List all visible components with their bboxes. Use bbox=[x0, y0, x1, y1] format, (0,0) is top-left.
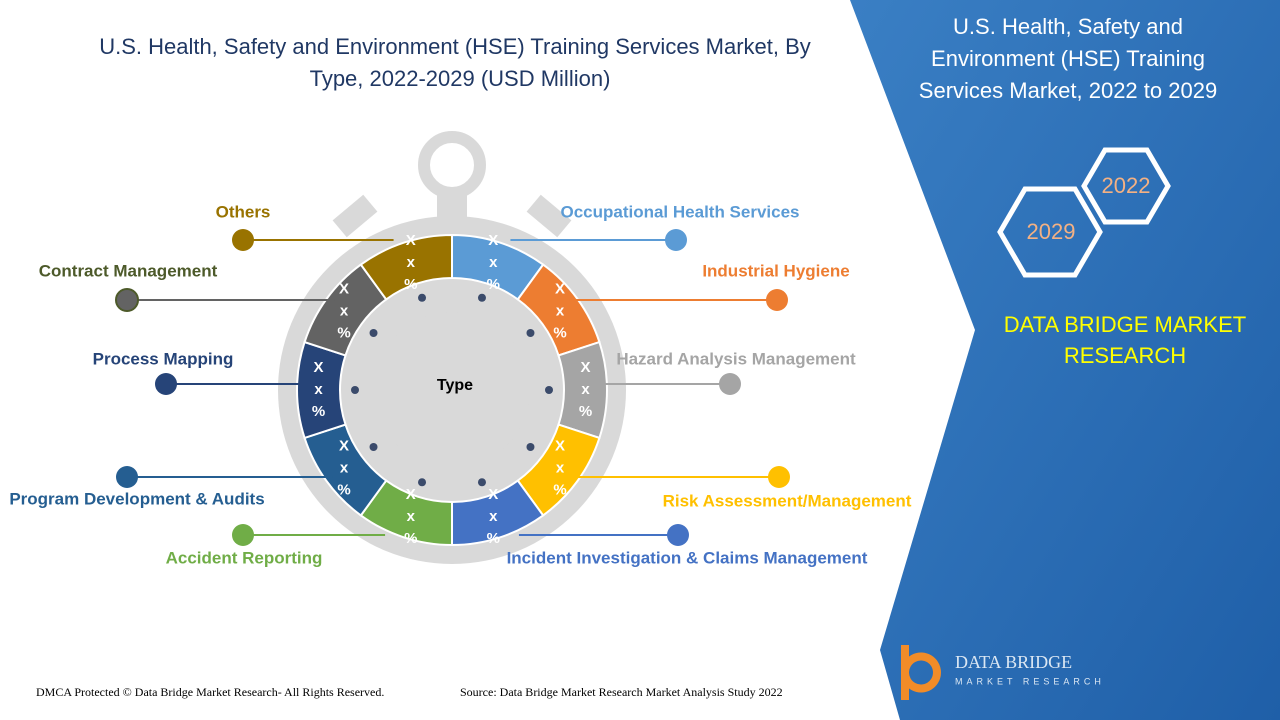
label-dot bbox=[232, 229, 254, 251]
logo-tagline: MARKET RESEARCH bbox=[955, 676, 1105, 686]
sidebar-title: U.S. Health, Safety and bbox=[953, 14, 1183, 39]
segment-text: X bbox=[339, 280, 349, 297]
source: Source: Data Bridge Market Research Mark… bbox=[460, 685, 783, 699]
segment-text: % bbox=[553, 324, 566, 341]
sidebar-title: Services Market, 2022 to 2029 bbox=[919, 78, 1217, 103]
segment-text: % bbox=[553, 481, 566, 498]
segment-text: x bbox=[489, 508, 498, 525]
segment-text: % bbox=[404, 530, 417, 547]
dot bbox=[351, 386, 359, 394]
segment-label: Risk Assessment/Management bbox=[663, 491, 912, 510]
dot bbox=[477, 293, 486, 302]
hexagon bbox=[1081, 147, 1171, 225]
dot bbox=[545, 386, 553, 394]
label-dot bbox=[768, 466, 790, 488]
segment-text: % bbox=[337, 481, 350, 498]
dot bbox=[477, 478, 486, 487]
segment-text: X bbox=[488, 486, 498, 503]
segment-label: Industrial Hygiene bbox=[702, 261, 849, 280]
segment-label: Accident Reporting bbox=[166, 548, 323, 567]
segment-label: Process Mapping bbox=[93, 349, 234, 368]
segment-label: Others bbox=[216, 202, 271, 221]
watch-stem bbox=[437, 190, 467, 220]
dot bbox=[526, 328, 535, 337]
title: U.S. Health, Safety and Environment (HSE… bbox=[99, 34, 811, 59]
label-dot bbox=[766, 289, 788, 311]
segment-text: x bbox=[556, 459, 565, 476]
segment bbox=[359, 233, 453, 301]
segment-text: X bbox=[313, 359, 323, 376]
segment-label: Incident Investigation & Claims Manageme… bbox=[507, 548, 868, 567]
label-dot bbox=[155, 373, 177, 395]
watch-button bbox=[526, 194, 572, 238]
watch-knob bbox=[418, 131, 486, 199]
label-dot bbox=[667, 524, 689, 546]
segment-text: x bbox=[407, 508, 416, 525]
year: 2029 bbox=[1027, 219, 1076, 244]
dot bbox=[369, 328, 378, 337]
segment-text: x bbox=[556, 302, 565, 319]
segment-text: % bbox=[312, 403, 325, 420]
watch-button bbox=[332, 194, 378, 238]
segment-text: X bbox=[339, 437, 349, 454]
segment-text: x bbox=[407, 254, 416, 271]
year: 2022 bbox=[1102, 173, 1151, 198]
label-dot bbox=[116, 466, 138, 488]
segment-text: X bbox=[555, 437, 565, 454]
segment-text: x bbox=[340, 302, 349, 319]
label-dot bbox=[232, 524, 254, 546]
segment-text: x bbox=[314, 381, 323, 398]
segment-text: % bbox=[337, 324, 350, 341]
center-label: Type bbox=[437, 377, 473, 394]
label-dot bbox=[719, 373, 741, 395]
segment-text: % bbox=[487, 276, 500, 293]
segment-text: x bbox=[489, 254, 498, 271]
hexagon bbox=[997, 186, 1103, 278]
sidebar-title: Environment (HSE) Training bbox=[931, 46, 1205, 71]
title: Type, 2022-2029 (USD Million) bbox=[310, 66, 611, 91]
segment-text: X bbox=[580, 359, 590, 376]
dot bbox=[418, 478, 427, 487]
segment-text: X bbox=[555, 280, 565, 297]
segment-label: Program Development & Audits bbox=[9, 489, 264, 508]
dot bbox=[526, 443, 535, 452]
segment-text: % bbox=[404, 276, 417, 293]
segment-text: X bbox=[406, 232, 416, 249]
segment-text: X bbox=[488, 232, 498, 249]
segment-text: % bbox=[579, 403, 592, 420]
center-circle bbox=[374, 312, 530, 468]
logo-name: DATA BRIDGE bbox=[955, 652, 1072, 672]
label-dot bbox=[665, 229, 687, 251]
segment-label: Contract Management bbox=[39, 261, 218, 280]
dot bbox=[369, 443, 378, 452]
donut bbox=[296, 233, 608, 547]
dot bbox=[418, 293, 427, 302]
logo-mark bbox=[901, 645, 941, 700]
sidebar-panel bbox=[850, 0, 1280, 720]
brand: RESEARCH bbox=[1064, 343, 1186, 368]
label-dot bbox=[115, 288, 139, 312]
copyright: DMCA Protected © Data Bridge Market Rese… bbox=[36, 685, 384, 699]
segment-text: % bbox=[487, 530, 500, 547]
segment-label: Occupational Health Services bbox=[560, 202, 799, 221]
brand: DATA BRIDGE MARKET bbox=[1004, 312, 1246, 337]
segment-label: Hazard Analysis Management bbox=[616, 349, 856, 368]
segment-text: X bbox=[406, 486, 416, 503]
segment-text: x bbox=[581, 381, 590, 398]
segment-text: x bbox=[340, 459, 349, 476]
